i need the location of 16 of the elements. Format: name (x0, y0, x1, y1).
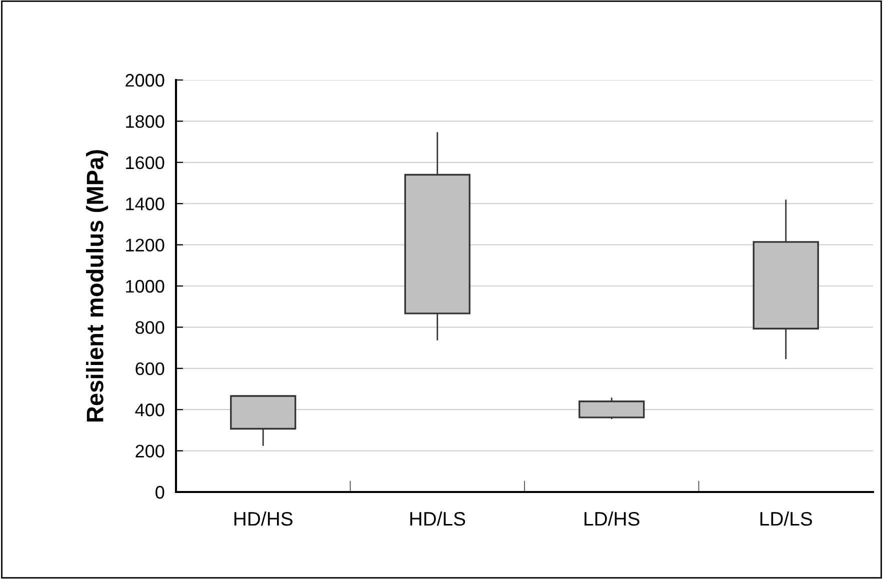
y-tick-label: 1000 (126, 280, 164, 293)
y-tick-label: 1400 (126, 198, 164, 210)
y-tick-label: 2000 (126, 74, 164, 87)
x-tick-label: HD/HS (234, 511, 292, 526)
x-tick-label: LD/LS (760, 511, 812, 526)
y-tick-label: 0 (156, 486, 164, 499)
y-tick-label: 1600 (126, 156, 164, 170)
y-tick-label: 1200 (126, 238, 164, 252)
y-tick-label: 800 (136, 321, 164, 334)
x-tick-label: HD/LS (410, 511, 466, 526)
y-tick-label: 1800 (126, 115, 164, 128)
y-tick-label: 600 (136, 362, 164, 376)
y-tick-label: 400 (135, 404, 164, 416)
x-tick-label: LD/HS (584, 511, 640, 526)
y-axis-title: Resilient modulus (MPa) (86, 150, 108, 422)
y-tick-label: 200 (136, 444, 164, 458)
